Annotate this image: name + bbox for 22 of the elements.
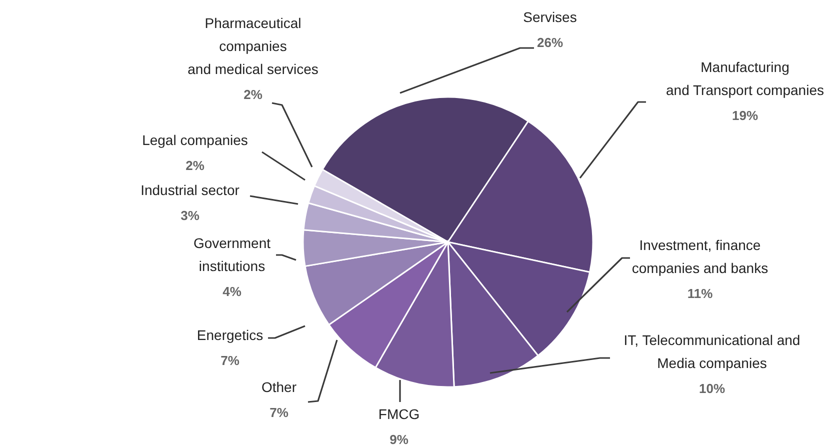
data-label: 2% — [186, 158, 205, 173]
slice-label: Investment, finance companies and banks — [632, 237, 768, 276]
slice-label: Industrial sector — [140, 182, 240, 198]
slice-label: Pharmaceutical companies and medical services — [188, 15, 318, 77]
data-label: 10% — [698, 381, 726, 396]
data-label: 3% — [180, 208, 200, 223]
slice-label: Servises — [523, 9, 577, 25]
slice-label: IT, Telecommunicational and Media companies — [624, 332, 800, 371]
slice-label: Other — [261, 379, 297, 395]
slice-label: Manufacturing and Transport companies — [666, 59, 824, 98]
data-label: 4% — [222, 284, 242, 299]
slice-label: Government institutions — [193, 235, 271, 274]
slice-label: Legal companies — [142, 132, 248, 148]
data-label: 7% — [220, 353, 240, 368]
data-label: 7% — [270, 405, 289, 420]
data-label: 26% — [536, 35, 564, 50]
data-label: 19% — [732, 108, 758, 123]
slice-label: Energetics — [196, 327, 264, 343]
data-label: 9% — [390, 432, 409, 445]
data-label: 2% — [244, 87, 263, 102]
data-label: 11% — [687, 286, 714, 301]
slice-label: FMCG — [378, 406, 420, 422]
